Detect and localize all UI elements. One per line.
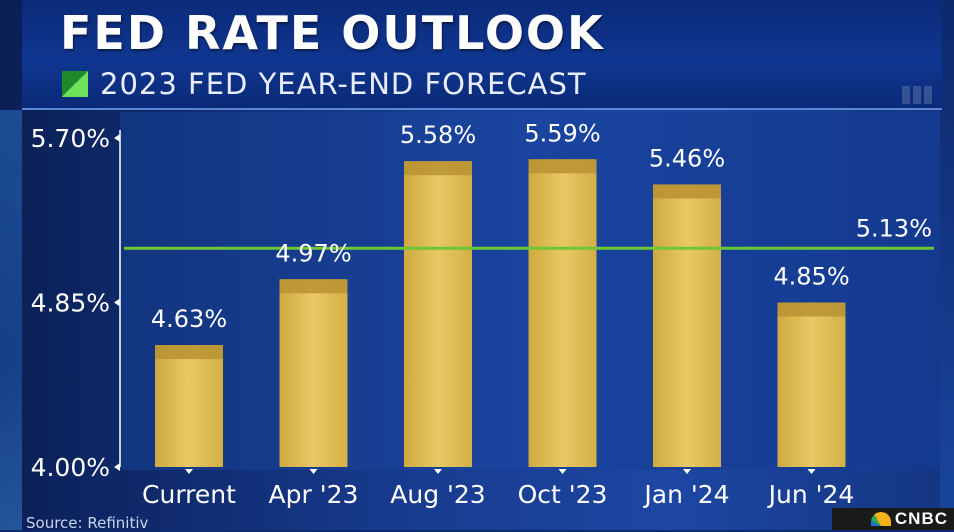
data-label: 4.97% <box>275 239 351 267</box>
x-tick-marker <box>434 469 442 474</box>
page-title: FED RATE OUTLOOK <box>60 6 605 60</box>
x-tick-label: Apr '23 <box>269 480 359 509</box>
x-tick-label: Jan '24 <box>642 480 729 509</box>
x-tick-label: Oct '23 <box>518 480 608 509</box>
source-note: Source: Refinitiv <box>26 514 149 532</box>
x-tick-label: Jun '24 <box>767 480 855 509</box>
header-banner: FED RATE OUTLOOK 2023 FED YEAR-END FOREC… <box>22 0 942 110</box>
bar <box>279 279 348 467</box>
y-tick-marker <box>114 298 120 307</box>
data-label: 4.85% <box>773 263 849 291</box>
data-label: 4.63% <box>151 305 227 333</box>
bar-cap <box>155 345 223 360</box>
bar-cap <box>528 159 597 174</box>
x-tick-label: Current <box>142 480 236 509</box>
bar <box>404 161 472 468</box>
bar <box>528 159 597 467</box>
bar <box>653 184 721 467</box>
label-layer: 4.63% 4.97% 5.58% 5.59% 5.46% 4.85% <box>151 119 850 333</box>
y-tick-label: 4.00% <box>31 453 110 482</box>
right-edge-decoration <box>940 0 954 530</box>
data-label: 5.59% <box>524 119 600 147</box>
bar <box>155 345 223 467</box>
bar <box>777 302 846 467</box>
network-logo-text: CNBC <box>894 509 948 528</box>
x-tick-marker <box>558 469 567 474</box>
axis-layer: 4.00% 4.85% 5.70% Current Apr '23 Aug '23 Oct … <box>31 124 855 509</box>
green-square-icon <box>62 71 88 97</box>
y-tick-label: 5.70% <box>31 124 110 153</box>
reference-layer: 5.13% <box>124 214 934 250</box>
bar-cap <box>653 184 721 199</box>
x-tick-marker <box>185 469 193 474</box>
network-logo: CNBC <box>832 508 954 530</box>
header-corner-decoration <box>902 86 932 104</box>
x-tick-marker <box>807 469 816 474</box>
y-tick-marker <box>114 134 120 142</box>
data-label: 5.58% <box>400 121 476 149</box>
subtitle-row: 2023 FED YEAR-END FORECAST <box>62 66 587 102</box>
y-tick-marker <box>114 463 120 471</box>
x-tick-label: Aug '23 <box>390 480 485 509</box>
y-tick-label: 4.85% <box>31 289 110 318</box>
data-label: 5.46% <box>649 144 725 172</box>
left-edge-decoration <box>0 110 22 530</box>
bar-cap <box>404 161 472 176</box>
bar-layer <box>155 159 846 468</box>
x-tick-marker <box>309 469 318 474</box>
page-subtitle: 2023 FED YEAR-END FORECAST <box>100 67 587 101</box>
bar-cap <box>777 302 846 317</box>
reference-line-label: 5.13% <box>856 214 932 242</box>
bar-cap <box>279 279 348 294</box>
peacock-icon <box>870 512 891 526</box>
x-tick-marker <box>683 469 691 474</box>
